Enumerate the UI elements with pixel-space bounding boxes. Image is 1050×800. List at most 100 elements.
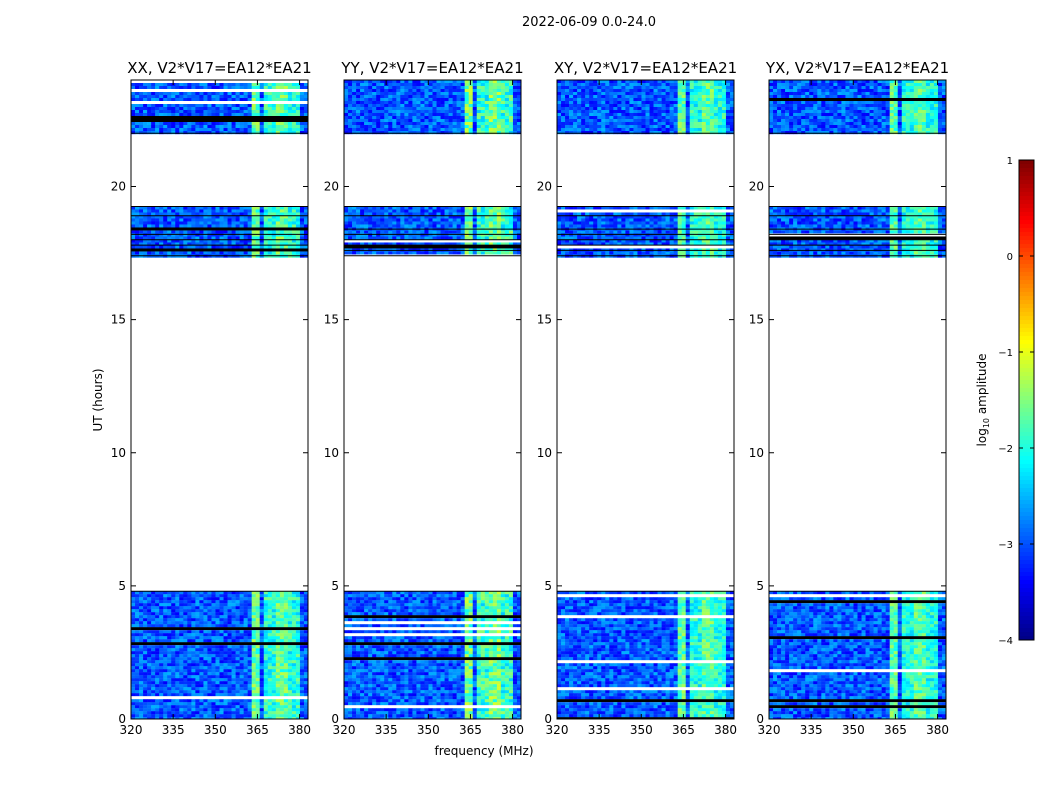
- heatmap-cell: [247, 113, 252, 117]
- heatmap-cell: [191, 666, 196, 670]
- heatmap-cell: [484, 696, 490, 700]
- heatmap-cell: [227, 678, 232, 682]
- heatmap-cell: [472, 681, 478, 685]
- heatmap-cell: [183, 107, 188, 111]
- heatmap-cell: [143, 636, 148, 640]
- heatmap-cell: [476, 699, 482, 703]
- heatmap-cell: [179, 663, 184, 667]
- heatmap-cell: [199, 699, 204, 703]
- heatmap-cell: [223, 678, 228, 682]
- heatmap-cell: [352, 591, 357, 595]
- heatmap-cell: [239, 239, 244, 243]
- heatmap-cell: [171, 633, 176, 637]
- heatmap-cell: [143, 612, 148, 616]
- heatmap-cell: [267, 633, 273, 637]
- heatmap-cell: [271, 609, 277, 613]
- heatmap-cell: [231, 591, 236, 595]
- heatmap-cell: [303, 591, 308, 595]
- heatmap-cell: [155, 86, 160, 90]
- heatmap-cell: [448, 663, 453, 667]
- heatmap-cell: [179, 618, 184, 622]
- heatmap-cell: [167, 657, 172, 661]
- heatmap-cell: [412, 609, 417, 613]
- heatmap-cell: [239, 224, 244, 228]
- heatmap-cell: [171, 660, 176, 664]
- heatmap-cell: [187, 594, 192, 598]
- heatmap-cell: [444, 636, 449, 640]
- heatmap-cell: [444, 663, 449, 667]
- heatmap-cell: [476, 603, 482, 607]
- heatmap-cell: [271, 95, 277, 99]
- heatmap-cell: [496, 224, 502, 228]
- heatmap-cell: [175, 245, 180, 249]
- heatmap-cell: [183, 645, 188, 649]
- heatmap-cell: [183, 603, 188, 607]
- heatmap-cell: [295, 125, 301, 129]
- heatmap-cell: [203, 633, 208, 637]
- heatmap-cell: [259, 693, 265, 697]
- heatmap-cell: [408, 654, 413, 658]
- heatmap-cell: [227, 708, 232, 712]
- heatmap-cell: [348, 666, 353, 670]
- heatmap-cell: [384, 693, 389, 697]
- heatmap-cell: [408, 678, 413, 682]
- heatmap-cell: [428, 669, 433, 673]
- heatmap-cell: [151, 699, 156, 703]
- heatmap-cell: [492, 218, 498, 222]
- heatmap-cell: [279, 98, 285, 102]
- heatmap-cell: [412, 711, 417, 715]
- heatmap-cell: [376, 675, 381, 679]
- heatmap-cell: [207, 633, 212, 637]
- heatmap-cell: [352, 639, 357, 643]
- heatmap-cell: [247, 591, 252, 595]
- heatmap-cell: [183, 125, 188, 129]
- heatmap-cell: [255, 245, 261, 249]
- heatmap-cell: [167, 633, 172, 637]
- heatmap-cell: [279, 215, 285, 219]
- heatmap-cell: [227, 215, 232, 219]
- heatmap-cell: [476, 666, 482, 670]
- heatmap-cell: [364, 233, 369, 237]
- heatmap-cell: [484, 603, 490, 607]
- heatmap-cell: [372, 696, 377, 700]
- heatmap-cell: [388, 600, 393, 604]
- heatmap-cell: [131, 615, 136, 619]
- heatmap-cell: [440, 654, 445, 658]
- heatmap-cell: [255, 86, 261, 90]
- heatmap-cell: [271, 621, 277, 625]
- heatmap-cell: [187, 218, 192, 222]
- heatmap-cell: [452, 639, 457, 643]
- heatmap-cell: [287, 675, 293, 679]
- heatmap-cell: [291, 678, 297, 682]
- heatmap-cell: [376, 717, 381, 719]
- heatmap-cell: [488, 215, 494, 219]
- heatmap-cell: [456, 600, 461, 604]
- heatmap-cell: [504, 717, 510, 719]
- heatmap-cell: [247, 603, 252, 607]
- heatmap-cell: [167, 687, 172, 691]
- heatmap-cell: [235, 621, 240, 625]
- heatmap-cell: [147, 245, 152, 249]
- heatmap-cell: [211, 639, 216, 643]
- heatmap-cell: [380, 681, 385, 685]
- heatmap-cell: [452, 702, 457, 706]
- heatmap-cell: [211, 693, 216, 697]
- heatmap-cell: [299, 690, 305, 694]
- heatmap-cell: [223, 693, 228, 697]
- heatmap-cell: [207, 128, 212, 132]
- heatmap-cell: [175, 618, 180, 622]
- heatmap-cell: [424, 702, 429, 706]
- heatmap-cell: [488, 209, 494, 213]
- heatmap-cell: [267, 251, 273, 255]
- heatmap-cell: [239, 591, 244, 595]
- heatmap-cell: [155, 645, 160, 649]
- heatmap-cell: [151, 242, 156, 246]
- x-tick-label: 350: [204, 723, 227, 737]
- heatmap-cell: [364, 687, 369, 691]
- heatmap-cell: [352, 600, 357, 604]
- heatmap-cell: [267, 606, 273, 610]
- heatmap-cell: [255, 218, 261, 222]
- heatmap-cell: [428, 717, 433, 719]
- heatmap-cell: [380, 654, 385, 658]
- heatmap-cell: [291, 600, 297, 604]
